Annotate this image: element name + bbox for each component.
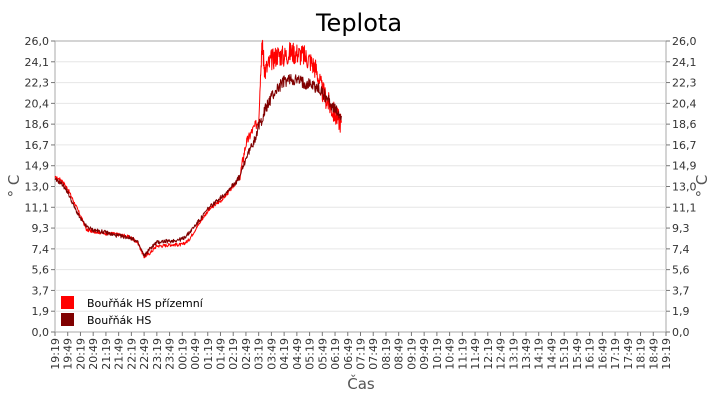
x-tick-label: 04:49 (291, 338, 304, 370)
legend-swatch (61, 296, 74, 309)
x-tick-label: 15:19 (558, 338, 571, 370)
x-tick-label: 18:19 (635, 338, 648, 370)
x-tick-label: 11:49 (469, 338, 482, 370)
legend-label: Bouřňák HS přízemní (87, 297, 204, 310)
x-tick-label: 13:49 (520, 338, 533, 370)
x-tick-label: 18:49 (647, 338, 660, 370)
legend: Bouřňák HS přízemní Bouřňák HS (61, 296, 204, 327)
y-axis-title-left: ° C (5, 175, 23, 198)
y-tick-label: 9,3 (32, 222, 50, 235)
y-tick-label: 11,1 (25, 201, 50, 214)
x-tick-label: 03:19 (253, 338, 266, 370)
x-tick-label: 05:49 (316, 338, 329, 370)
legend-swatch (61, 313, 74, 326)
y-tick-label: 0,0 (672, 326, 690, 339)
x-tick-label: 01:49 (214, 338, 227, 370)
x-tick-label: 20:49 (87, 338, 100, 370)
series-line (54, 74, 342, 258)
x-tick-label: 21:19 (100, 338, 113, 370)
x-tick-label: 05:19 (304, 338, 317, 370)
x-tick-label: 22:49 (138, 338, 151, 370)
x-tick-label: 06:49 (342, 338, 355, 370)
x-tick-label: 10:19 (431, 338, 444, 370)
x-tick-label: 11:19 (456, 338, 469, 370)
y-tick-label: 7,4 (32, 243, 50, 256)
x-tick-label: 17:49 (622, 338, 635, 370)
x-tick-label: 09:49 (418, 338, 431, 370)
y-tick-label: 3,7 (32, 284, 50, 297)
legend-label: Bouřňák HS (87, 314, 151, 327)
y-tick-label: 5,6 (672, 264, 690, 277)
y-tick-label: 5,6 (32, 264, 50, 277)
y-tick-label: 20,4 (672, 97, 697, 110)
x-tick-label: 17:19 (609, 338, 622, 370)
x-tick-label: 07:49 (367, 338, 380, 370)
x-tick-label: 19:19 (660, 338, 673, 370)
x-tick-label: 02:49 (240, 338, 253, 370)
y-tick-label: 1,9 (32, 305, 50, 318)
x-tick-label: 00:19 (176, 338, 189, 370)
x-tick-label: 16:19 (584, 338, 597, 370)
y-tick-label: 7,4 (672, 243, 690, 256)
y-tick-label: 14,9 (672, 160, 697, 173)
y-tick-label: 22,3 (25, 77, 50, 90)
y-tick-label: 11,1 (672, 201, 697, 214)
y-tick-label: 14,9 (25, 160, 50, 173)
x-tick-label: 00:49 (189, 338, 202, 370)
x-tick-label: 14:49 (545, 338, 558, 370)
y-tick-label: 9,3 (672, 222, 690, 235)
x-tick-label: 23:49 (164, 338, 177, 370)
x-tick-label: 01:19 (202, 338, 215, 370)
y-tick-label: 16,7 (25, 139, 50, 152)
x-tick-label: 06:19 (329, 338, 342, 370)
y-axis-left: 0,0 1,9 3,7 5,6 7,4 9,3 11,1 13,0 14,9 16,7 18,6 20… (25, 35, 55, 339)
x-tick-label: 14:19 (533, 338, 546, 370)
y-tick-label: 13,0 (25, 181, 50, 194)
y-axis-right: 0,0 1,9 3,7 5,6 7,4 9,3 11,1 13,0 14,9 16,7 18,6 20… (666, 35, 697, 339)
y-tick-label: 22,3 (672, 77, 697, 90)
x-tick-label: 08:49 (393, 338, 406, 370)
x-tick-label: 08:19 (380, 338, 393, 370)
x-tick-label: 20:19 (74, 338, 87, 370)
x-tick-label: 16:49 (596, 338, 609, 370)
x-tick-label: 13:19 (507, 338, 520, 370)
y-tick-label: 16,7 (672, 139, 697, 152)
x-tick-label: 02:19 (227, 338, 240, 370)
y-tick-label: 24,1 (672, 56, 697, 69)
x-axis-title: Čas (347, 374, 375, 393)
x-tick-label: 19:19 (49, 338, 62, 370)
x-tick-label: 07:19 (355, 338, 368, 370)
y-tick-label: 0,0 (32, 326, 50, 339)
y-tick-label: 1,9 (672, 305, 690, 318)
x-tick-label: 12:49 (495, 338, 508, 370)
y-tick-label: 13,0 (672, 181, 697, 194)
x-axis: 19:19 19:49 20:19 20:49 21:19 21:49 22:19 22:49… (49, 332, 673, 370)
y-tick-label: 18,6 (25, 118, 50, 131)
y-tick-label: 24,1 (25, 56, 50, 69)
x-tick-label: 03:49 (265, 338, 278, 370)
x-tick-label: 12:19 (482, 338, 495, 370)
x-tick-label: 15:49 (571, 338, 584, 370)
y-tick-label: 20,4 (25, 97, 50, 110)
x-tick-label: 04:19 (278, 338, 291, 370)
x-tick-label: 21:49 (113, 338, 126, 370)
grid (55, 61, 666, 312)
series-layer (54, 39, 342, 259)
x-tick-label: 19:49 (62, 338, 75, 370)
x-tick-label: 23:19 (151, 338, 164, 370)
y-tick-label: 3,7 (672, 284, 690, 297)
x-tick-label: 22:19 (125, 338, 138, 370)
y-tick-label: 26,0 (25, 35, 50, 48)
x-tick-label: 10:49 (444, 338, 457, 370)
y-tick-label: 18,6 (672, 118, 697, 131)
chart-title: Teplota (315, 9, 402, 37)
y-tick-label: 26,0 (672, 35, 697, 48)
x-tick-label: 09:19 (405, 338, 418, 370)
y-axis-title-right: ° C (693, 175, 711, 198)
